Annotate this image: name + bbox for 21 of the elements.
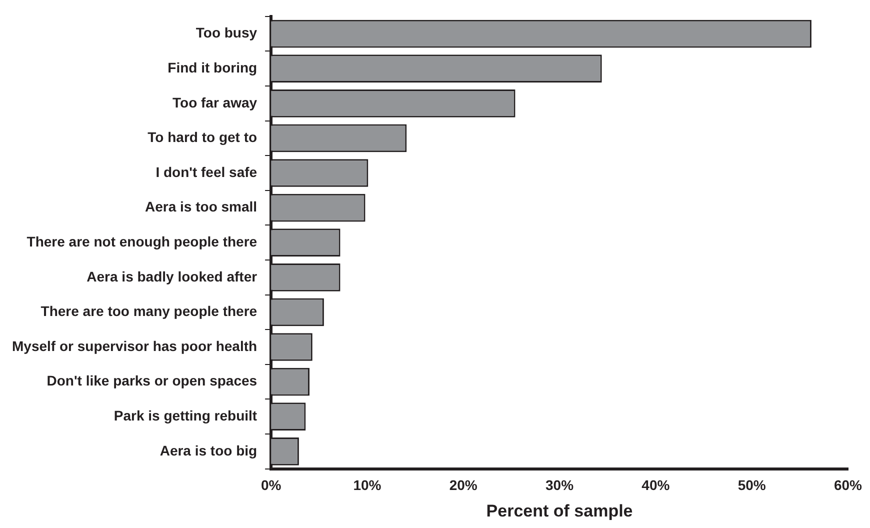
y-tick-label: Too busy: [196, 24, 258, 41]
y-tick-label: Aera is too big: [160, 442, 258, 458]
x-tick-label: 10%: [353, 477, 382, 494]
x-tick-label: 50%: [738, 477, 766, 494]
x-tick-label: 20%: [449, 477, 478, 494]
x-axis-title: Percent of sample: [486, 501, 633, 520]
y-tick-label: Don't like parks or open spaces: [46, 372, 258, 389]
y-tick-label: There are not enough people there: [26, 233, 258, 250]
y-tick-label: I don't feel safe: [156, 164, 258, 180]
x-tick-label: 0%: [260, 477, 282, 494]
y-tick-label: Aera is badly looked after: [86, 268, 258, 284]
y-tick-label: Find it boring: [168, 59, 258, 76]
x-tick-label: 40%: [642, 477, 670, 494]
y-tick-label: Myself or supervisor has poor health: [12, 338, 258, 354]
x-tick-label: 30%: [546, 477, 574, 494]
x-tick-label: 60%: [834, 477, 863, 494]
y-tick-label: To hard to get to: [148, 129, 258, 146]
y-tick-label: Too far away: [172, 94, 258, 110]
y-tick-label: Park is getting rebuilt: [114, 407, 258, 424]
y-tick-label: Aera is too small: [145, 198, 258, 215]
y-tick-label: There are too many people there: [40, 303, 258, 320]
